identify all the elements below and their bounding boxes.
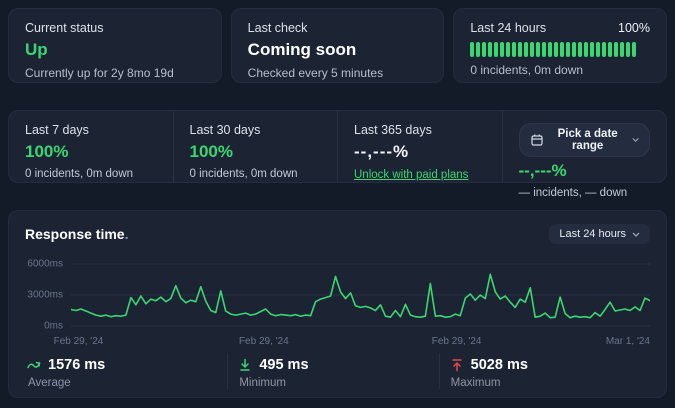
uptime-col-30-days: Last 30 days 100% 0 incidents, 0m down (173, 111, 338, 182)
last-check-frequency: Checked every 5 minutes (248, 66, 428, 80)
uptime-bar (548, 42, 552, 57)
uptime-bar (572, 42, 576, 57)
chart-range-label: Last 24 hours (559, 228, 626, 240)
unlock-paid-plans-link[interactable]: Unlock with paid plans (354, 169, 468, 181)
uptime-bar (560, 42, 564, 57)
uptime-bar (554, 42, 558, 57)
uptime-range-incidents: — incidents, — down (519, 187, 651, 199)
uptime-bar (542, 42, 546, 57)
y-tick-6000: 6000ms (27, 259, 63, 270)
uptime-range-value: --,---% (519, 161, 651, 181)
last-24-hours-card: Last 24 hours 100% 0 incidents, 0m down (453, 8, 667, 83)
top-cards-row: Current status Up Currently up for 2y 8m… (8, 8, 667, 83)
uptime-7d-incidents: 0 incidents, 0m down (25, 168, 157, 180)
uptime-bar (626, 42, 630, 57)
x-tick-3: Feb 29, '24 (432, 336, 482, 347)
uptime-365d-label: Last 365 days (354, 123, 486, 137)
uptime-bar (596, 42, 600, 57)
response-time-series-line (71, 274, 650, 317)
x-tick-1: Feb 29, '24 (54, 336, 104, 347)
uptime-bar (512, 42, 516, 57)
average-wave-icon (27, 358, 41, 372)
uptime-365d-value: --,---% (354, 142, 486, 162)
uptime-30d-label: Last 30 days (190, 123, 322, 137)
uptime-bar (500, 42, 504, 57)
average-label: Average (28, 377, 227, 389)
y-tick-0: 0ms (44, 321, 63, 332)
uptime-7d-value: 100% (25, 142, 157, 162)
pick-date-range-button[interactable]: Pick a date range (519, 123, 651, 157)
uptime-30d-value: 100% (190, 142, 322, 162)
last-check-label: Last check (248, 21, 428, 35)
response-time-stats: 1576 ms Average 495 ms Minimum (25, 353, 650, 389)
current-status-card: Current status Up Currently up for 2y 8m… (8, 8, 222, 83)
uptime-bar (530, 42, 534, 57)
last-check-value: Coming soon (248, 40, 428, 60)
minimum-value: 495 ms (259, 357, 308, 373)
uptime-bar (566, 42, 570, 57)
uptime-bar (632, 42, 636, 57)
last-24-hours-incidents: 0 incidents, 0m down (470, 63, 650, 77)
uptime-bar (482, 42, 486, 57)
uptime-bar (518, 42, 522, 57)
uptime-bar (536, 42, 540, 57)
chart-plot-area (71, 256, 650, 334)
minimum-label: Minimum (239, 377, 438, 389)
uptime-col-7-days: Last 7 days 100% 0 incidents, 0m down (9, 111, 173, 182)
uptime-bar (602, 42, 606, 57)
chevron-down-icon (632, 232, 640, 237)
uptime-30d-incidents: 0 incidents, 0m down (190, 168, 322, 180)
response-time-title: Response time. (25, 226, 128, 242)
x-tick-2: Feb 29, '24 (239, 336, 289, 347)
chevron-down-icon (632, 137, 639, 143)
response-time-chart: 6000ms 3000ms 0ms (25, 256, 650, 334)
uptime-bar-strip (470, 42, 650, 57)
uptime-bar (578, 42, 582, 57)
stat-maximum: 5028 ms Maximum (439, 353, 650, 389)
uptime-bar (614, 42, 618, 57)
current-status-label: Current status (25, 21, 205, 35)
chart-range-dropdown[interactable]: Last 24 hours (549, 224, 650, 244)
response-time-card: Response time. Last 24 hours 6000ms 3000… (8, 210, 667, 398)
chart-x-axis: Feb 29, '24 Feb 29, '24 Feb 29, '24 Mar … (71, 336, 650, 343)
uptime-col-365-days: Last 365 days --,---% Unlock with paid p… (337, 111, 502, 182)
current-status-value: Up (25, 40, 205, 60)
last-check-card: Last check Coming soon Checked every 5 m… (231, 8, 445, 83)
arrow-up-to-line-icon (450, 358, 464, 372)
stat-average: 1576 ms Average (25, 353, 227, 389)
uptime-bar (608, 42, 612, 57)
uptime-summary-card: Last 7 days 100% 0 incidents, 0m down La… (8, 110, 667, 183)
uptime-bar (620, 42, 624, 57)
uptime-bar (488, 42, 492, 57)
uptime-bar (470, 42, 474, 57)
uptime-bar (476, 42, 480, 57)
uptime-bar (506, 42, 510, 57)
uptime-bar (584, 42, 588, 57)
chart-y-axis: 6000ms 3000ms 0ms (25, 256, 71, 334)
pick-date-range-label: Pick a date range (550, 128, 626, 152)
response-time-line-chart (71, 256, 650, 334)
last-24-hours-percent: 100% (618, 21, 650, 35)
stat-minimum: 495 ms Minimum (227, 353, 438, 389)
uptime-bar (524, 42, 528, 57)
x-tick-4: Mar 1, '24 (606, 336, 650, 347)
uptime-7d-label: Last 7 days (25, 123, 157, 137)
calendar-icon (530, 133, 544, 147)
uptime-bar (590, 42, 594, 57)
uptime-col-date-range: Pick a date range --,---% — incidents, —… (502, 111, 667, 182)
maximum-value: 5028 ms (471, 357, 528, 373)
arrow-down-to-line-icon (238, 358, 252, 372)
y-tick-3000: 3000ms (27, 290, 63, 301)
average-value: 1576 ms (48, 357, 105, 373)
last-24-hours-label: Last 24 hours (470, 21, 546, 35)
maximum-label: Maximum (451, 377, 650, 389)
current-status-duration: Currently up for 2y 8mo 19d (25, 66, 205, 80)
uptime-bar (494, 42, 498, 57)
